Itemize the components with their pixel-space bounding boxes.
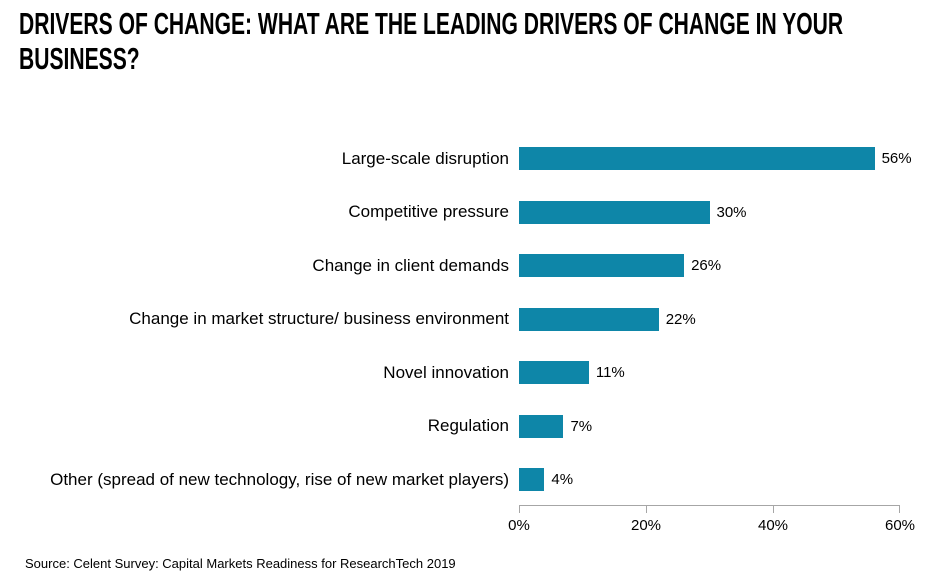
- x-axis-tick-label: 20%: [630, 517, 662, 534]
- bar-wrap: 7%: [519, 400, 592, 454]
- bar-row: Large-scale disruption 56%: [0, 132, 928, 186]
- bar: [519, 200, 710, 224]
- category-label: Change in client demands: [312, 255, 509, 275]
- value-label: 7%: [570, 417, 593, 435]
- bar-row: Change in market structure/ business env…: [0, 293, 928, 347]
- bar-row: Change in client demands 26%: [0, 239, 928, 293]
- bar-wrap: 22%: [519, 293, 696, 347]
- page-title-line-2: BUSINESS?: [19, 41, 140, 76]
- bar: [519, 254, 685, 278]
- x-axis-tick: [772, 506, 774, 513]
- x-axis-tick-label: 0%: [508, 517, 530, 534]
- x-axis-tick-label: 60%: [884, 517, 916, 534]
- x-axis-tick: [899, 506, 900, 513]
- bar: [519, 147, 875, 171]
- bar-wrap: 56%: [519, 132, 912, 186]
- value-label: 26%: [691, 257, 722, 275]
- bar: [519, 468, 545, 492]
- category-label: Regulation: [427, 416, 509, 436]
- category-label: Large-scale disruption: [341, 148, 509, 168]
- x-axis-tick: [645, 506, 647, 513]
- bar-wrap: 26%: [519, 239, 721, 293]
- x-axis-tick-label: 40%: [757, 517, 789, 534]
- page-title: DRIVERS OF CHANGE: WHAT ARE THE LEADING …: [19, 6, 843, 76]
- bar-row: Novel innovation 11%: [0, 346, 928, 400]
- source-note: Source: Celent Survey: Capital Markets R…: [25, 556, 456, 571]
- bar-row: Regulation 7%: [0, 400, 928, 454]
- value-label: 30%: [716, 203, 747, 221]
- x-axis-tick: [519, 506, 520, 513]
- value-label: 4%: [551, 471, 574, 489]
- bar-row: Competitive pressure 30%: [0, 186, 928, 240]
- bar-rows: Large-scale disruption 56% Competitive p…: [0, 132, 928, 507]
- bar: [519, 307, 659, 331]
- value-label: 22%: [665, 310, 696, 328]
- category-label: Competitive pressure: [348, 202, 509, 222]
- bar-wrap: 11%: [519, 346, 625, 400]
- value-label: 11%: [595, 364, 625, 382]
- bar-wrap: 4%: [519, 453, 573, 507]
- category-label: Novel innovation: [383, 362, 509, 382]
- x-axis: 0% 20% 40% 60%: [508, 505, 915, 536]
- category-label: Change in market structure/ business env…: [129, 309, 509, 329]
- bar: [519, 361, 589, 385]
- bar-row: Other (spread of new technology, rise of…: [0, 453, 928, 507]
- value-label: 56%: [881, 150, 912, 168]
- bar-wrap: 30%: [519, 186, 747, 240]
- page-title-line-1: DRIVERS OF CHANGE: WHAT ARE THE LEADING …: [19, 6, 844, 41]
- category-label: Other (spread of new technology, rise of…: [50, 469, 509, 489]
- bar: [519, 414, 564, 438]
